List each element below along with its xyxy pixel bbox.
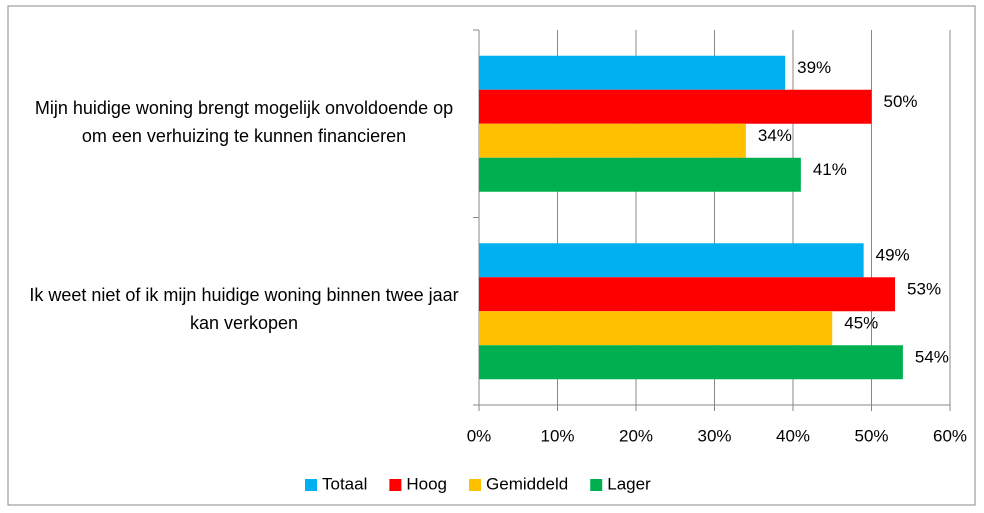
value-label: 53% (907, 280, 941, 299)
category-label: Mijn huidige woning brengt mogelijk onvo… (34, 97, 454, 146)
legend-label: Totaal (322, 474, 367, 493)
legend-swatch (469, 479, 482, 491)
bar (479, 55, 786, 90)
x-tick-label: 40% (776, 426, 810, 445)
legend-label: Hoog (406, 474, 447, 493)
value-label: 54% (915, 348, 949, 367)
bar (479, 243, 864, 278)
x-tick-label: 60% (933, 426, 967, 445)
x-tick-label: 0% (467, 426, 492, 445)
bar (479, 311, 833, 346)
category-label: Ik weet niet of ik mijn huidige woning b… (29, 285, 459, 334)
legend-swatch (590, 479, 603, 491)
bar (479, 345, 903, 380)
x-tick-label: 10% (540, 426, 574, 445)
legend-label: Gemiddeld (486, 474, 568, 493)
legend-label: Lager (607, 474, 651, 493)
value-label: 39% (797, 58, 831, 77)
x-tick-label: 30% (697, 426, 731, 445)
value-label: 49% (876, 246, 910, 265)
bar (479, 123, 746, 158)
value-label: 34% (758, 126, 792, 145)
legend-swatch (389, 479, 402, 491)
value-label: 50% (884, 92, 918, 111)
x-tick-label: 50% (854, 426, 888, 445)
value-label: 45% (844, 314, 878, 333)
legend-swatch (305, 479, 317, 491)
bar (479, 157, 801, 192)
bar (479, 89, 872, 124)
value-label: 41% (813, 160, 847, 179)
bar (479, 277, 896, 312)
x-tick-label: 20% (619, 426, 653, 445)
